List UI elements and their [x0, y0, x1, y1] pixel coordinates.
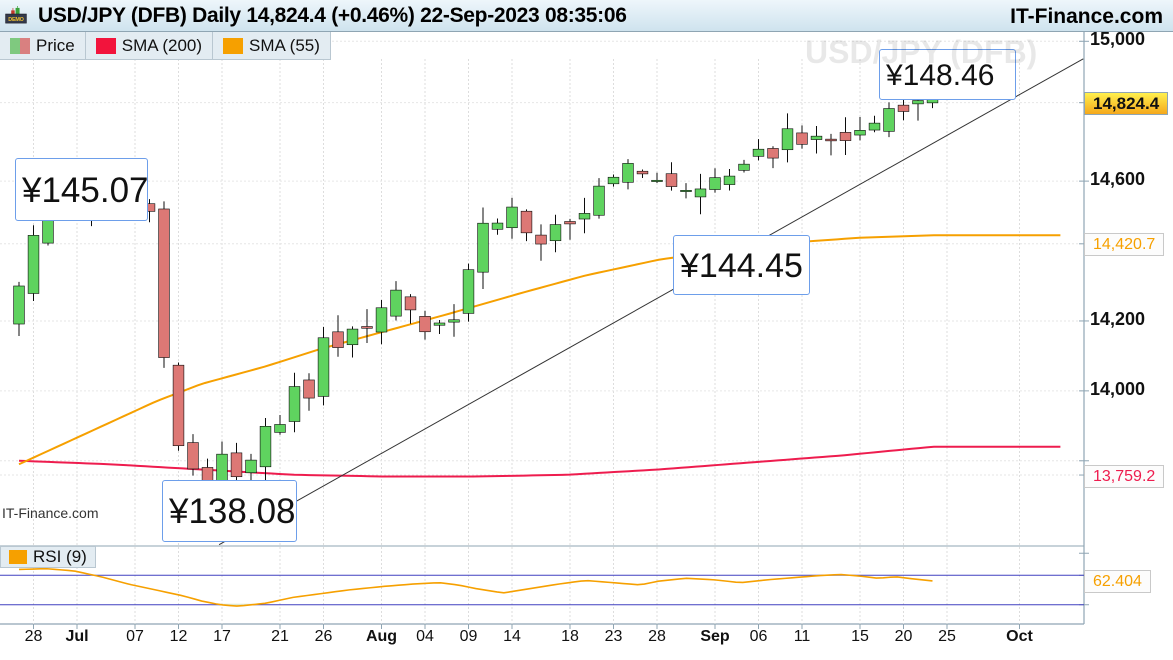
svg-text:DEMO: DEMO: [8, 17, 24, 23]
